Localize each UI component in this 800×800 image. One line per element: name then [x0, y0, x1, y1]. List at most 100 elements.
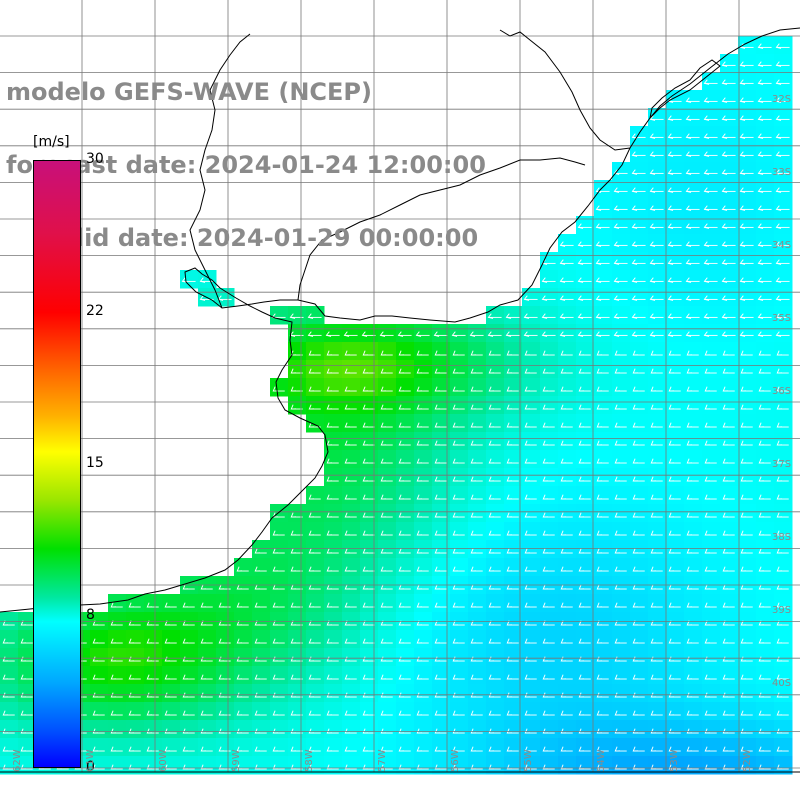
wind-cell: [738, 324, 757, 343]
wind-arrow: [650, 602, 663, 608]
wind-arrow: [487, 313, 502, 319]
wind-arrow: [740, 476, 753, 482]
wind-arrow: [362, 566, 375, 572]
wind-cell: [612, 234, 631, 253]
wind-cell: [360, 396, 379, 415]
wind-cell: [684, 234, 703, 253]
wind-cell: [522, 396, 541, 415]
wind-cell: [504, 666, 523, 685]
wind-cell: [630, 702, 649, 721]
wind-arrow: [559, 277, 574, 283]
wind-cell: [378, 720, 397, 739]
wind-arrow: [632, 422, 645, 428]
wind-cell: [468, 432, 487, 451]
wind-arrow: [632, 584, 645, 590]
wind-cell: [612, 666, 631, 685]
wind-arrow: [685, 331, 700, 337]
wind-cell: [774, 702, 793, 721]
wind-arrow: [721, 79, 736, 85]
wind-arrow: [560, 458, 573, 464]
wind-cell: [396, 756, 415, 775]
wind-arrow: [667, 115, 682, 121]
wind-arrow: [524, 746, 537, 752]
wind-cell: [666, 594, 685, 613]
wind-cell: [702, 504, 721, 523]
wind-arrow: [470, 476, 483, 482]
wind-cell: [468, 378, 487, 397]
wind-cell: [648, 306, 667, 325]
wind-arrow: [667, 241, 682, 247]
wind-arrow: [650, 764, 663, 770]
wind-cell: [432, 666, 451, 685]
wind-arrow: [776, 512, 789, 518]
wind-cell: [774, 432, 793, 451]
wind-cell: [594, 540, 613, 559]
wind-cell: [648, 342, 667, 361]
wind-arrow: [596, 494, 609, 500]
wind-arrow: [775, 205, 790, 211]
wind-arrow: [344, 584, 357, 590]
wind-cell: [774, 540, 793, 559]
wind-cell: [558, 540, 577, 559]
wind-arrow: [721, 313, 736, 319]
wind-arrow: [650, 584, 663, 590]
wind-arrow: [722, 386, 735, 392]
wind-cell: [450, 324, 469, 343]
wind-arrow: [362, 476, 375, 482]
wind-cell: [738, 450, 757, 469]
wind-arrow: [470, 638, 483, 644]
wind-arrow: [542, 386, 555, 392]
wind-cell: [558, 666, 577, 685]
wind-cell: [756, 126, 775, 145]
wind-arrow: [361, 331, 376, 337]
wind-arrow: [254, 548, 267, 554]
wind-cell: [450, 648, 469, 667]
wind-arrow: [470, 746, 483, 752]
wind-arrow: [452, 638, 465, 644]
wind-cell: [486, 540, 505, 559]
wind-cell: [684, 396, 703, 415]
wind-arrow: [326, 368, 339, 374]
wind-arrow: [272, 674, 285, 680]
wind-arrow: [757, 43, 772, 49]
wind-cell: [684, 108, 703, 127]
wind-cell: [522, 468, 541, 487]
wind-cell: [666, 558, 685, 577]
wind-cell: [306, 540, 325, 559]
wind-cell: [702, 270, 721, 289]
wind-cell: [540, 306, 559, 325]
wind-cell: [216, 720, 235, 739]
wind-cell: [720, 630, 739, 649]
wind-cell: [306, 306, 325, 325]
wind-arrow: [758, 566, 771, 572]
colorbar-unit: [m/s]: [33, 134, 70, 150]
wind-arrow: [452, 422, 465, 428]
wind-cell: [198, 666, 217, 685]
wind-arrow: [758, 602, 771, 608]
wind-cell: [360, 378, 379, 397]
wind-arrow: [758, 368, 771, 374]
wind-arrow: [236, 764, 249, 770]
wind-arrows: [2, 43, 790, 770]
wind-cell: [396, 738, 415, 757]
wind-cell: [594, 450, 613, 469]
wind-arrow: [722, 746, 735, 752]
wind-cell: [234, 720, 253, 739]
wind-cell: [720, 324, 739, 343]
wind-cell: [756, 270, 775, 289]
wind-arrow: [578, 368, 591, 374]
wind-cell: [396, 360, 415, 379]
wind-cell: [594, 234, 613, 253]
wind-arrow: [596, 620, 609, 626]
wind-arrow: [164, 746, 177, 752]
wind-arrow: [470, 422, 483, 428]
wind-arrow: [758, 458, 771, 464]
wind-cell: [756, 648, 775, 667]
wind-cell: [720, 720, 739, 739]
wind-cell: [756, 522, 775, 541]
wind-cell: [234, 738, 253, 757]
wind-arrow: [380, 530, 393, 536]
wind-cell: [738, 504, 757, 523]
wind-arrow: [92, 764, 105, 770]
